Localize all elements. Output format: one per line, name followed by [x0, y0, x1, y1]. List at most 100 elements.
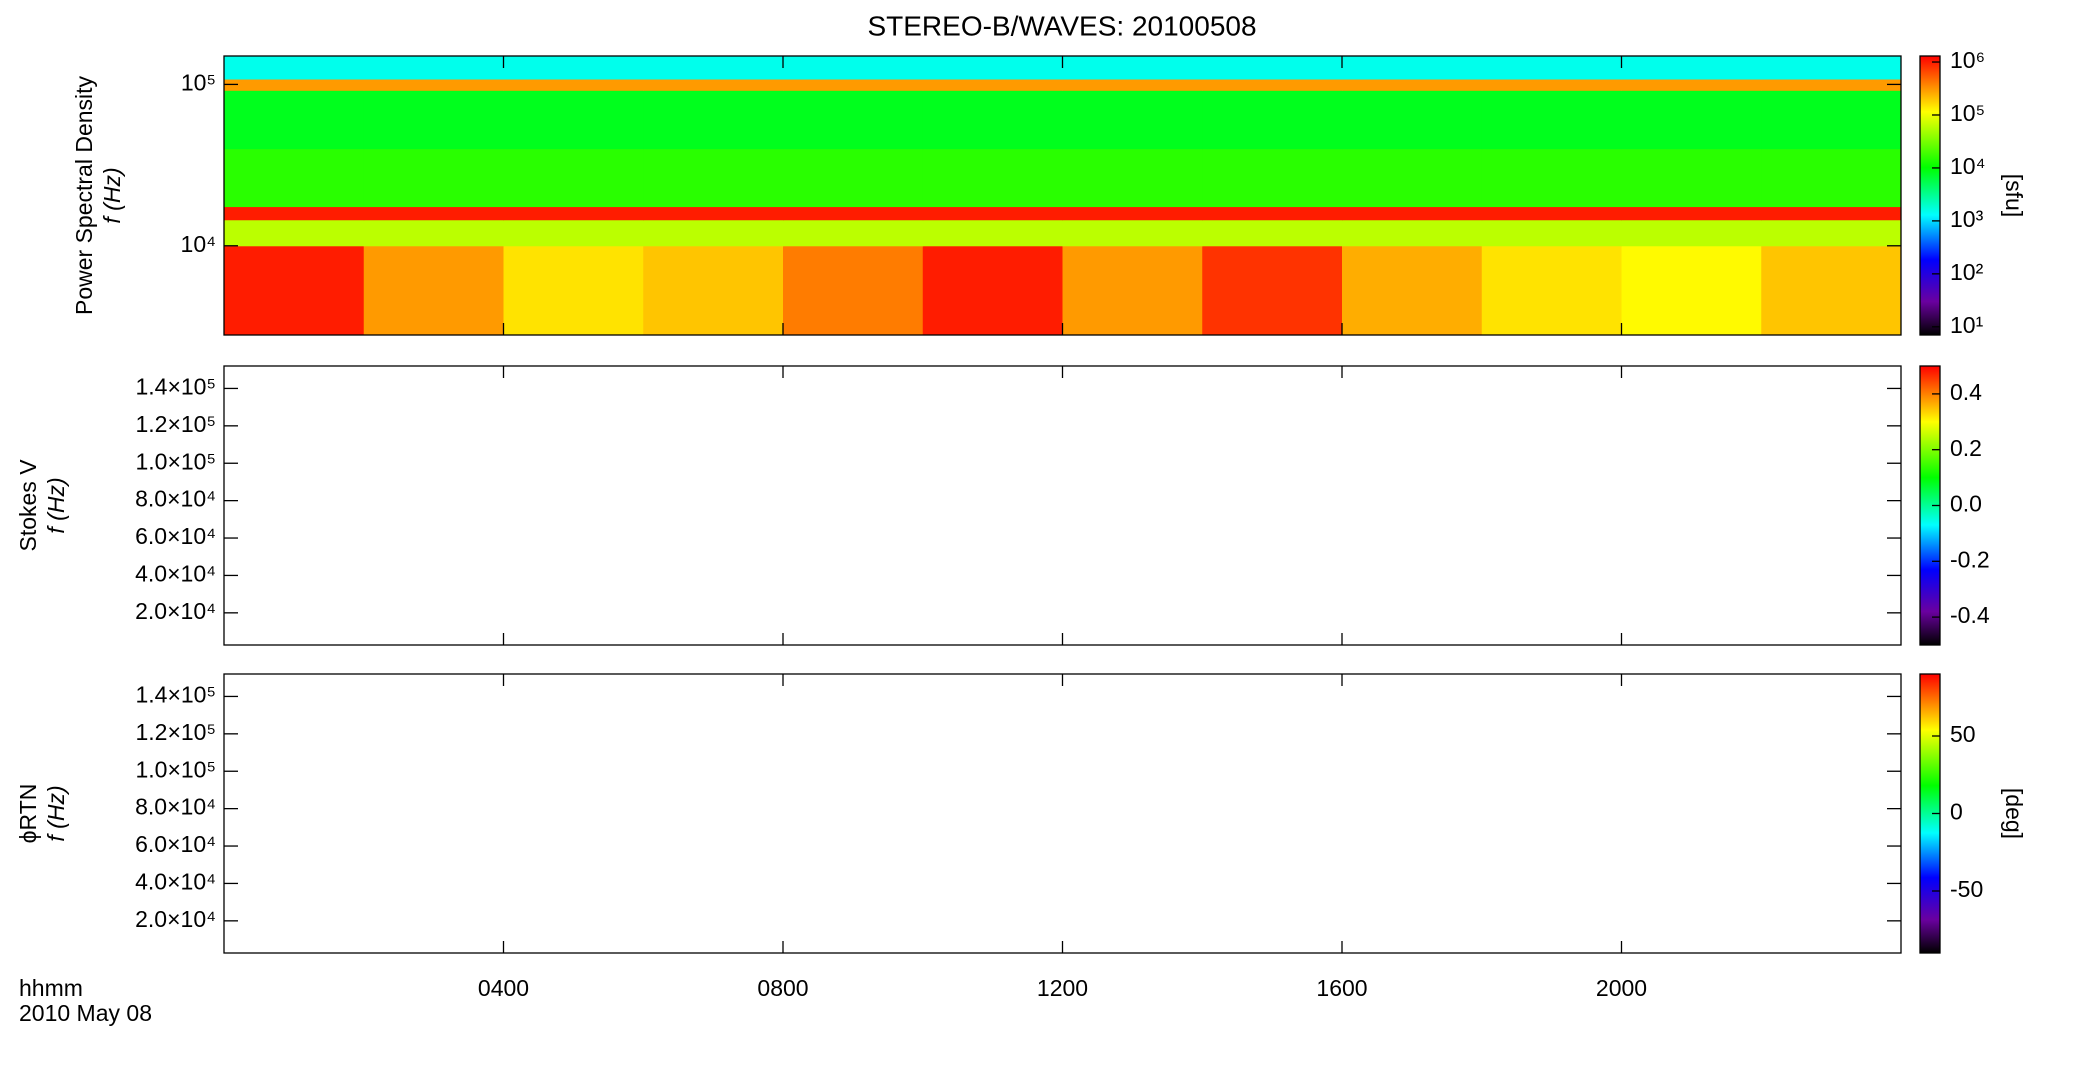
heat-cell [1761, 90, 1902, 150]
heat-cell [1481, 90, 1622, 150]
colorbar-tick-label: 0.4 [1950, 379, 1982, 405]
y-tick-label: 2.0×10⁴ [135, 598, 216, 624]
heat-cell [503, 245, 644, 336]
heat-cell [224, 206, 365, 221]
y-tick-label: 10⁵ [181, 69, 216, 95]
heat-cell [783, 90, 924, 150]
heat-cell [643, 79, 784, 91]
y-axis-label: ϕRTNf (Hz) [15, 784, 69, 844]
heat-cell [1481, 245, 1622, 336]
colorbar-tick-label: 50 [1950, 721, 1976, 747]
y-tick-label: 1.2×10⁵ [135, 719, 216, 745]
heat-cell [1621, 56, 1762, 80]
heat-cell [363, 245, 504, 336]
colorbar-label: [deg] [2001, 788, 2027, 839]
heat-cell [503, 148, 644, 208]
heat-cell [1481, 56, 1622, 80]
heat-cell [643, 56, 784, 80]
heat-cell [1342, 219, 1483, 247]
heat-cell [783, 219, 924, 247]
heat-cell [363, 219, 504, 247]
heat-cell [1202, 219, 1343, 247]
heat-cell [1761, 56, 1902, 80]
heat-cell [1342, 79, 1483, 91]
colorbar-tick-label: 10³ [1950, 206, 1984, 232]
heat-cell [1761, 206, 1902, 221]
colorbar-tick-label: -50 [1950, 876, 1983, 902]
colorbar-tick-label: -0.4 [1950, 602, 1990, 628]
heat-cell [1202, 206, 1343, 221]
x-tick-label: 0800 [757, 975, 808, 1001]
colorbar-tick-label: 10⁴ [1950, 153, 1985, 179]
x-tick-label: 0400 [478, 975, 529, 1001]
heat-cell [503, 56, 644, 80]
y-tick-label: 8.0×10⁴ [135, 794, 216, 820]
heat-cell [1342, 56, 1483, 80]
heat-cell [1062, 90, 1203, 150]
heat-cell [922, 90, 1063, 150]
colorbar-label: [sfu] [2001, 174, 2027, 217]
heat-cell [922, 206, 1063, 221]
colorbar-tick-label: 0 [1950, 799, 1963, 825]
colorbar-tick-label: -0.2 [1950, 546, 1990, 572]
y-tick-label: 1.0×10⁵ [135, 448, 216, 474]
y-tick-label: 1.2×10⁵ [135, 411, 216, 437]
y-tick-label: 6.0×10⁴ [135, 523, 216, 549]
heat-cell [922, 245, 1063, 336]
heat-cell [922, 56, 1063, 80]
x-axis-sublabel: 2010 May 08 [19, 1000, 152, 1026]
plot-frame [223, 673, 1902, 954]
colorbar-tick-label: 0.0 [1950, 491, 1982, 517]
y-tick-label: 6.0×10⁴ [135, 831, 216, 857]
heat-cell [363, 90, 504, 150]
heat-cell [503, 206, 644, 221]
heat-cell [1481, 79, 1622, 91]
heat-cell [1202, 148, 1343, 208]
heat-cell [224, 79, 365, 91]
heat-cell [363, 206, 504, 221]
heat-cell [363, 148, 504, 208]
heat-cell [783, 245, 924, 336]
colorbar-tick-label: 0.2 [1950, 435, 1982, 461]
plot-frame [223, 365, 1902, 646]
heat-cell [643, 148, 784, 208]
y-axis-label: Power Spectral Densityf (Hz) [71, 75, 125, 315]
heat-cell [922, 79, 1063, 91]
heat-cell [224, 56, 365, 80]
heat-cell [1202, 90, 1343, 150]
heat-cell [1621, 219, 1762, 247]
heat-cell [503, 219, 644, 247]
x-tick-label: 2000 [1596, 975, 1647, 1001]
heat-cell [1761, 219, 1902, 247]
heat-cell [1621, 245, 1762, 336]
heat-cell [783, 79, 924, 91]
heat-cell [783, 148, 924, 208]
heat-cell [1342, 206, 1483, 221]
heat-cell [1202, 245, 1343, 336]
heat-cell [643, 206, 784, 221]
heat-cell [783, 56, 924, 80]
heat-cell [1761, 79, 1902, 91]
y-axis-label-line: ϕRTN [15, 784, 41, 844]
heat-cell [224, 148, 365, 208]
y-axis-label-line: f (Hz) [99, 167, 125, 223]
heat-cell [1062, 79, 1203, 91]
x-tick-label: 1200 [1037, 975, 1088, 1001]
heat-cell [1342, 148, 1483, 208]
heat-cell [1761, 148, 1902, 208]
x-axis-label: hhmm [19, 975, 83, 1001]
heat-cell [1621, 206, 1762, 221]
heat-cell [1202, 79, 1343, 91]
heat-cell [1481, 206, 1622, 221]
y-tick-label: 1.4×10⁵ [135, 374, 216, 400]
heat-cell [1621, 148, 1762, 208]
y-axis-label: Stokes Vf (Hz) [15, 459, 69, 552]
heat-cell [1481, 148, 1622, 208]
heat-cell [643, 90, 784, 150]
x-tick-label: 1600 [1316, 975, 1367, 1001]
y-axis-label-line: f (Hz) [43, 477, 69, 533]
heat-cell [224, 219, 365, 247]
heat-cell [1062, 206, 1203, 221]
heat-cell [224, 245, 365, 336]
